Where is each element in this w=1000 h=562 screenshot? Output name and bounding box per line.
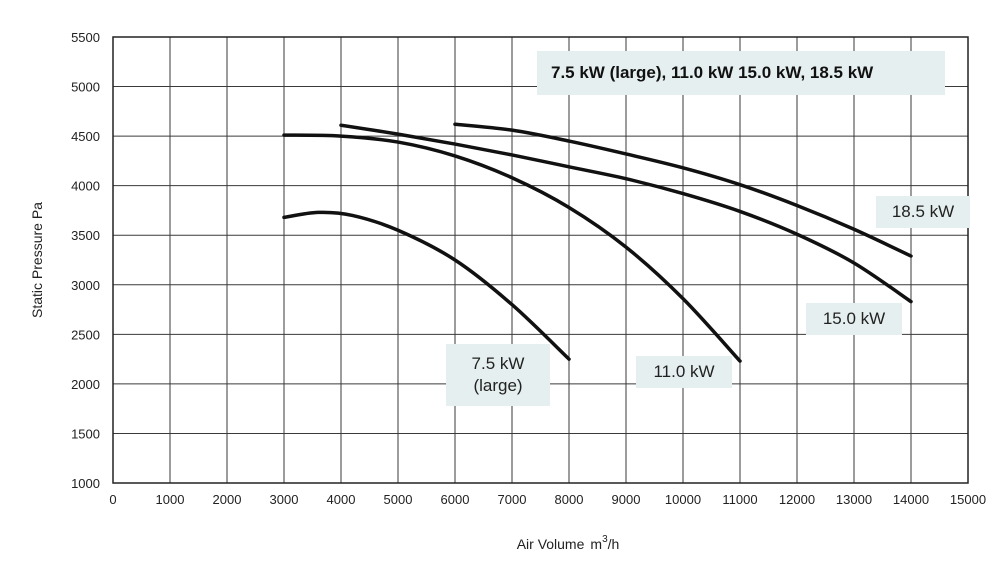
x-tick-label: 5000 (384, 492, 413, 507)
x-tick-label: 8000 (555, 492, 584, 507)
y-tick-label: 5500 (71, 30, 100, 45)
series-label-line: 15.0 kW (822, 308, 886, 328)
series-label-line: 7.5 kW (471, 353, 525, 373)
y-tick-label: 1500 (71, 426, 100, 441)
x-tick-label: 14000 (893, 492, 929, 507)
x-axis-unit-superscript: 3 (602, 534, 608, 545)
series-label-7-5kw-large: 7.5 kW (large) (446, 344, 550, 406)
x-tick-label: 0 (109, 492, 116, 507)
y-tick-label: 3000 (71, 278, 100, 293)
y-tick-label: 3500 (71, 228, 100, 243)
tick-labels: 0 1000 2000 3000 4000 5000 6000 7000 8000 9000 100… (71, 30, 986, 507)
series-label-11-0kw: 11.0 kW (636, 356, 732, 388)
x-tick-label: 7000 (498, 492, 527, 507)
y-tick-label: 4000 (71, 179, 100, 194)
x-axis-label: Air Volume m3/h (517, 534, 620, 552)
x-tick-label: 13000 (836, 492, 872, 507)
y-tick-label: 2000 (71, 377, 100, 392)
x-tick-label: 2000 (213, 492, 242, 507)
y-tick-label: 2500 (71, 327, 100, 342)
x-tick-label: 11000 (722, 492, 757, 507)
x-tick-label: 1000 (156, 492, 185, 507)
series-label-line: 18.5 kW (891, 201, 955, 221)
series-label-line: (large) (473, 376, 523, 395)
curve-11-0kw (282, 133, 742, 363)
series-label-18-5kw: 18.5 kW (876, 196, 970, 228)
legend-box: 7.5 kW (large), 11.0 kW 15.0 kW, 18.5 kW (537, 51, 945, 95)
x-tick-label: 15000 (950, 492, 986, 507)
x-tick-label: 9000 (612, 492, 641, 507)
x-tick-label: 12000 (779, 492, 815, 507)
y-axis-label: Static Pressure Pa (29, 202, 45, 318)
curve-7-5kw-large (282, 210, 571, 361)
x-axis-label-text: Air Volume (517, 536, 585, 552)
x-tick-label: 3000 (270, 492, 299, 507)
x-axis-unit-base: m (590, 536, 602, 552)
x-tick-label: 4000 (327, 492, 356, 507)
grid (112, 36, 969, 484)
series-label-line: 11.0 kW (653, 361, 715, 381)
series-label-15-0kw: 15.0 kW (806, 303, 902, 335)
x-tick-label: 10000 (665, 492, 701, 507)
y-tick-label: 4500 (71, 129, 100, 144)
y-tick-label: 1000 (71, 476, 100, 491)
curve-15-0kw (339, 123, 913, 304)
plot-frame (112, 36, 969, 484)
y-tick-label: 5000 (71, 80, 100, 95)
x-axis-unit-tail: /h (608, 536, 620, 552)
x-tick-label: 6000 (441, 492, 470, 507)
curve-18-5kw (453, 122, 913, 258)
curves (282, 122, 913, 363)
